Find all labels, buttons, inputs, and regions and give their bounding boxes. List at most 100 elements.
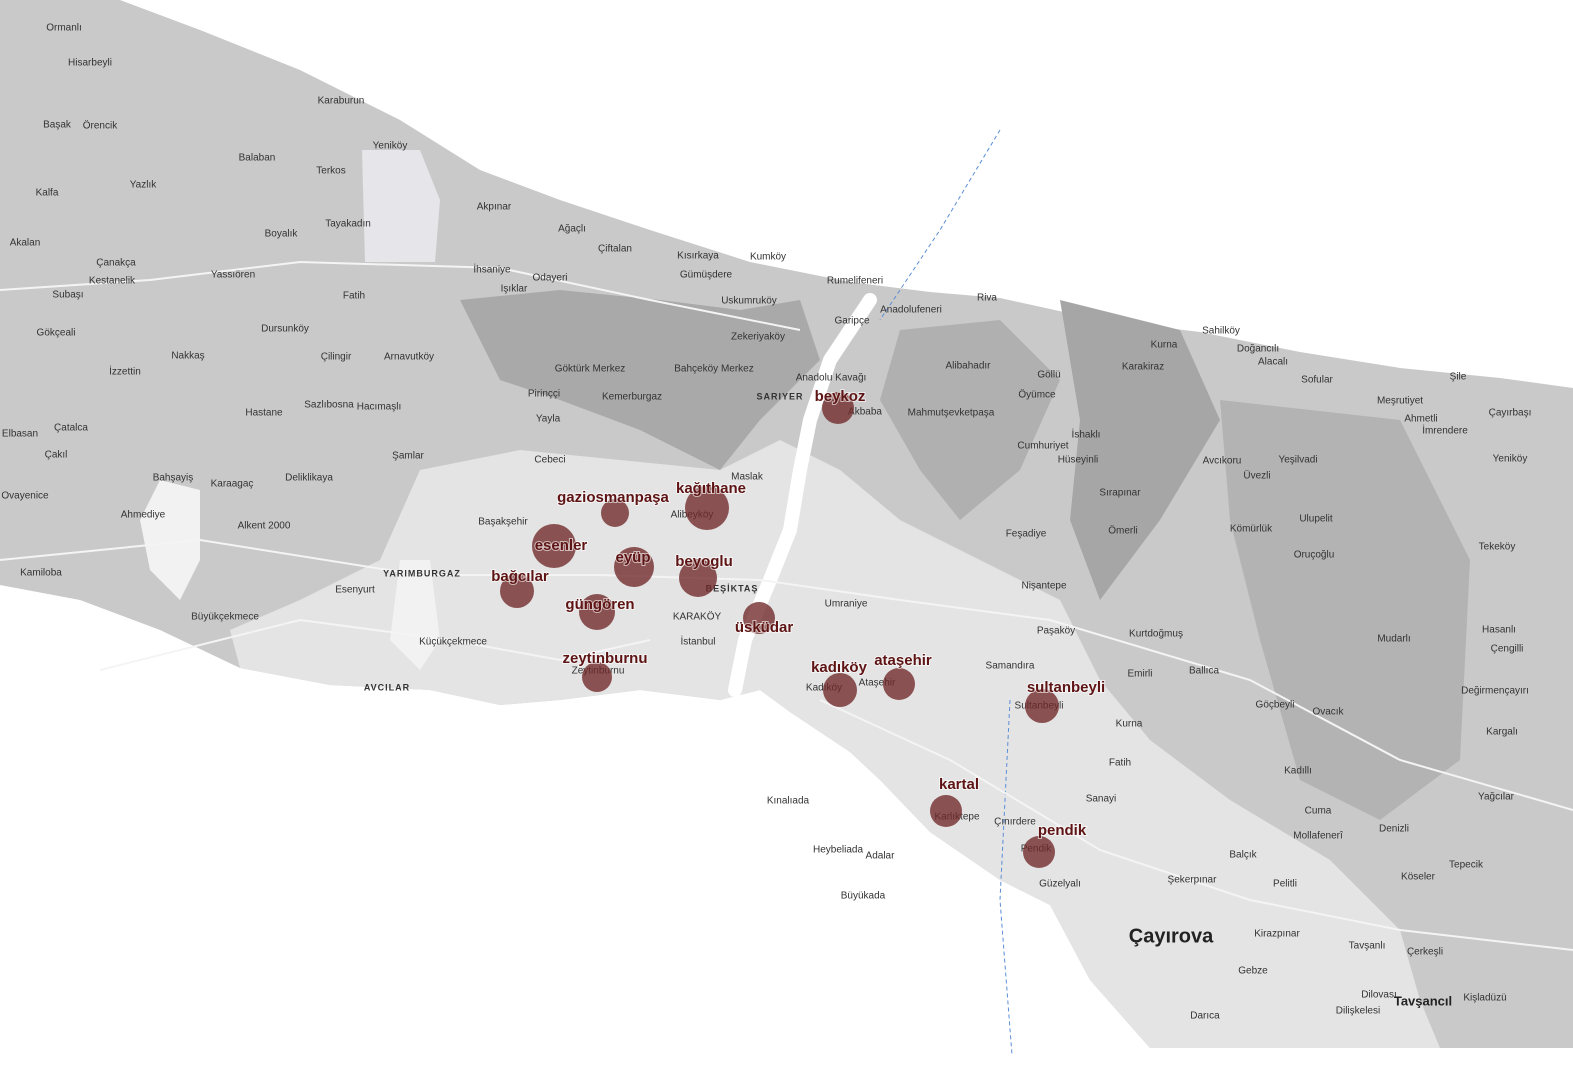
place-label: Esenyurt	[335, 585, 375, 596]
district-marker	[582, 662, 612, 692]
place-label: Odayeri	[532, 273, 567, 284]
district-label: kağıthane	[676, 480, 746, 497]
place-label: Çakıl	[45, 450, 68, 461]
place-label: Karaagaç	[211, 479, 254, 490]
place-label: Kadıllı	[1284, 766, 1312, 777]
place-label: Kamiloba	[20, 568, 62, 579]
place-label: Yassıören	[211, 270, 255, 281]
place-label: Tayakadın	[325, 219, 371, 230]
place-label: Göllü	[1037, 370, 1060, 381]
place-label: SARIYER	[756, 391, 803, 401]
place-label: Öyümce	[1018, 389, 1056, 401]
place-label: Kurna	[1116, 719, 1143, 730]
district-marker	[1025, 689, 1059, 723]
place-label: Cebeci	[534, 455, 565, 466]
place-label: Garipçe	[834, 316, 869, 327]
place-label: Kısırkaya	[677, 251, 719, 262]
place-label: Dilovası	[1361, 990, 1397, 1001]
place-labels: Ormanlı Hisarbeyli Karaburun Başak Örencik Ye…	[1, 23, 1531, 1022]
place-label: Subaşı	[52, 290, 83, 301]
place-label: Hacımaşlı	[357, 402, 401, 413]
place-label: Zekeriyaköy	[731, 332, 785, 343]
place-label: Başak	[43, 120, 72, 131]
place-label: Kumköy	[750, 252, 786, 263]
place-label: Sanayi	[1086, 794, 1117, 805]
place-label: Ovayenice	[1, 491, 49, 502]
place-label: Cuma	[1305, 806, 1332, 817]
district-marker	[500, 574, 534, 608]
place-label: Büyükada	[841, 891, 886, 902]
place-label: Akbaba	[848, 407, 882, 418]
place-label: Yağcılar	[1478, 792, 1515, 803]
place-label: Akalan	[10, 238, 41, 249]
place-label: Şekerpınar	[1168, 875, 1218, 886]
place-label: Başakşehir	[478, 517, 528, 528]
place-label: Arnavutköy	[384, 352, 434, 363]
place-label: Nişantepe	[1021, 581, 1066, 592]
place-label: Küçükçekmece	[419, 637, 487, 648]
place-label: Çayırova	[1129, 925, 1214, 947]
place-label: Yayla	[536, 414, 561, 425]
place-label: Mudarlı	[1377, 634, 1410, 645]
place-label: BEŞİKTAŞ	[706, 583, 759, 593]
place-label: Bahşayiş	[153, 473, 194, 484]
place-label: Feşadiye	[1006, 529, 1047, 540]
lake	[390, 560, 440, 670]
place-label: Adalar	[866, 851, 896, 862]
place-label: Fatih	[343, 291, 365, 302]
place-label: Emirli	[1128, 669, 1153, 680]
place-label: Denizli	[1379, 824, 1409, 835]
place-label: Umraniye	[825, 599, 868, 610]
district-label: eyüp	[615, 549, 650, 566]
place-label: Hasanlı	[1482, 625, 1516, 636]
place-label: İstanbul	[680, 635, 715, 648]
district-marker	[1023, 836, 1055, 868]
place-label: Gebze	[1238, 966, 1268, 977]
district-label: ataşehir	[874, 652, 932, 669]
district-label: gaziosmanpaşa	[557, 489, 669, 506]
forest	[1060, 300, 1220, 600]
place-label: İzzettin	[109, 365, 141, 378]
place-label: Balaban	[239, 153, 276, 164]
place-label: Rumelifeneri	[827, 276, 883, 287]
place-label: Çınırdere	[994, 817, 1036, 828]
place-label: Ömerli	[1108, 525, 1137, 537]
district-label: kartal	[939, 776, 979, 793]
place-label: Ormanlı	[46, 23, 82, 34]
place-label: Uskumruköy	[721, 296, 777, 307]
district-marker	[823, 673, 857, 707]
place-label: Mahmutşevketpaşa	[908, 408, 995, 419]
place-label: Kargalı	[1486, 727, 1518, 738]
place-label: Şile	[1450, 372, 1467, 383]
place-label: Avcıkoru	[1203, 456, 1242, 467]
place-label: Yeniköy	[1493, 454, 1528, 465]
place-label: Gökçeali	[37, 328, 76, 339]
place-label: Kömürlük	[1230, 524, 1273, 535]
place-label: Yeniköy	[373, 141, 408, 152]
district-marker	[601, 499, 629, 527]
district-label: üsküdar	[735, 619, 794, 636]
district-label: pendik	[1038, 822, 1087, 839]
place-label: Hastane	[245, 408, 283, 419]
place-label: Çiftalan	[598, 244, 632, 255]
district-marker	[883, 668, 915, 700]
lake	[362, 150, 440, 262]
lake	[140, 480, 200, 600]
place-label: Anadolu Kavağı	[796, 373, 867, 384]
place-label: Örencik	[83, 120, 118, 132]
district-marker	[685, 486, 729, 530]
place-label: Kirazpınar	[1254, 929, 1300, 940]
place-label: AVCILAR	[364, 682, 410, 692]
place-label: Ballıca	[1189, 666, 1219, 677]
place-label: Doğancılı	[1237, 344, 1279, 355]
place-label: Çerkeşli	[1407, 947, 1443, 958]
district-marker	[930, 795, 962, 827]
place-label: Sofular	[1301, 375, 1333, 386]
place-label: Deliklikaya	[285, 473, 333, 484]
place-label: KARAKÖY	[673, 611, 722, 623]
place-label: Güzelyalı	[1039, 879, 1081, 890]
place-label: Kınalıada	[767, 796, 810, 807]
district-label: esenler	[535, 537, 588, 554]
place-label: Ataşehir	[859, 678, 896, 689]
